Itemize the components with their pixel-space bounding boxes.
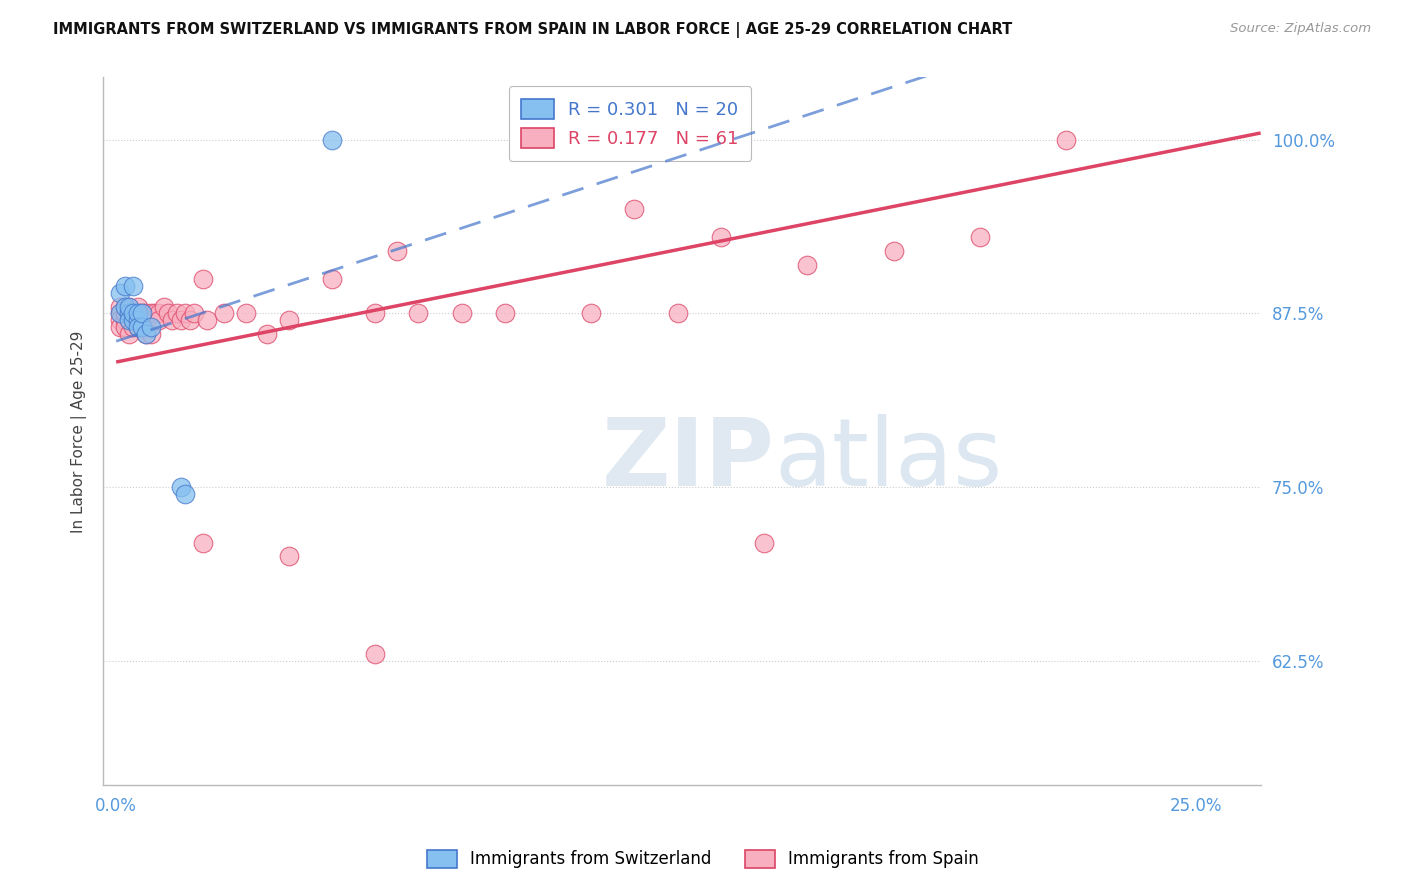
Point — [131, 306, 153, 320]
Point — [364, 306, 387, 320]
Point — [450, 306, 472, 320]
Point — [118, 306, 141, 320]
Point — [114, 320, 136, 334]
Point — [162, 313, 184, 327]
Point — [752, 535, 775, 549]
Point — [127, 320, 149, 334]
Point — [122, 313, 145, 327]
Point — [127, 306, 149, 320]
Point — [408, 306, 430, 320]
Point — [969, 230, 991, 244]
Point — [139, 320, 162, 334]
Point — [537, 133, 560, 147]
Text: Source: ZipAtlas.com: Source: ZipAtlas.com — [1230, 22, 1371, 36]
Point — [1054, 133, 1077, 147]
Point — [710, 230, 733, 244]
Point — [127, 300, 149, 314]
Point — [110, 313, 132, 327]
Point — [118, 327, 141, 342]
Point — [110, 306, 132, 320]
Point — [110, 285, 132, 300]
Point — [110, 306, 132, 320]
Point — [114, 313, 136, 327]
Point — [122, 313, 145, 327]
Point — [148, 313, 170, 327]
Point — [110, 300, 132, 314]
Point — [623, 202, 645, 217]
Point — [174, 487, 197, 501]
Y-axis label: In Labor Force | Age 25-29: In Labor Force | Age 25-29 — [72, 330, 87, 533]
Point — [195, 313, 218, 327]
Point — [139, 306, 162, 320]
Point — [277, 313, 299, 327]
Point — [156, 306, 179, 320]
Point — [131, 306, 153, 320]
Point — [139, 327, 162, 342]
Point — [131, 313, 153, 327]
Point — [191, 535, 214, 549]
Point — [666, 306, 689, 320]
Point — [135, 306, 157, 320]
Point — [170, 313, 193, 327]
Text: IMMIGRANTS FROM SWITZERLAND VS IMMIGRANTS FROM SPAIN IN LABOR FORCE | AGE 25-29 : IMMIGRANTS FROM SWITZERLAND VS IMMIGRANT… — [53, 22, 1012, 38]
Point — [114, 278, 136, 293]
Point — [179, 313, 201, 327]
Point — [135, 313, 157, 327]
Legend: Immigrants from Switzerland, Immigrants from Spain: Immigrants from Switzerland, Immigrants … — [419, 841, 987, 877]
Point — [122, 306, 145, 320]
Text: atlas: atlas — [775, 414, 1002, 506]
Point — [114, 300, 136, 314]
Point — [796, 258, 818, 272]
Point — [256, 327, 278, 342]
Point — [494, 306, 516, 320]
Point — [174, 306, 197, 320]
Point — [122, 320, 145, 334]
Point — [385, 244, 408, 258]
Point — [321, 133, 343, 147]
Point — [581, 306, 603, 320]
Legend: R = 0.301   N = 20, R = 0.177   N = 61: R = 0.301 N = 20, R = 0.177 N = 61 — [509, 87, 751, 161]
Point — [118, 313, 141, 327]
Point — [166, 306, 188, 320]
Point — [170, 480, 193, 494]
Point — [277, 549, 299, 564]
Point — [122, 306, 145, 320]
Point — [364, 647, 387, 661]
Point — [131, 320, 153, 334]
Point — [148, 306, 170, 320]
Point — [118, 313, 141, 327]
Point — [183, 306, 205, 320]
Point — [110, 320, 132, 334]
Point — [143, 306, 166, 320]
Text: ZIP: ZIP — [602, 414, 775, 506]
Point — [127, 313, 149, 327]
Point — [135, 327, 157, 342]
Point — [122, 278, 145, 293]
Point — [321, 271, 343, 285]
Point — [118, 300, 141, 314]
Point — [127, 306, 149, 320]
Point — [191, 271, 214, 285]
Point — [135, 327, 157, 342]
Point — [235, 306, 257, 320]
Point — [152, 300, 174, 314]
Point — [883, 244, 905, 258]
Point — [114, 300, 136, 314]
Point — [127, 320, 149, 334]
Point — [118, 306, 141, 320]
Point — [118, 300, 141, 314]
Point — [114, 306, 136, 320]
Point — [212, 306, 235, 320]
